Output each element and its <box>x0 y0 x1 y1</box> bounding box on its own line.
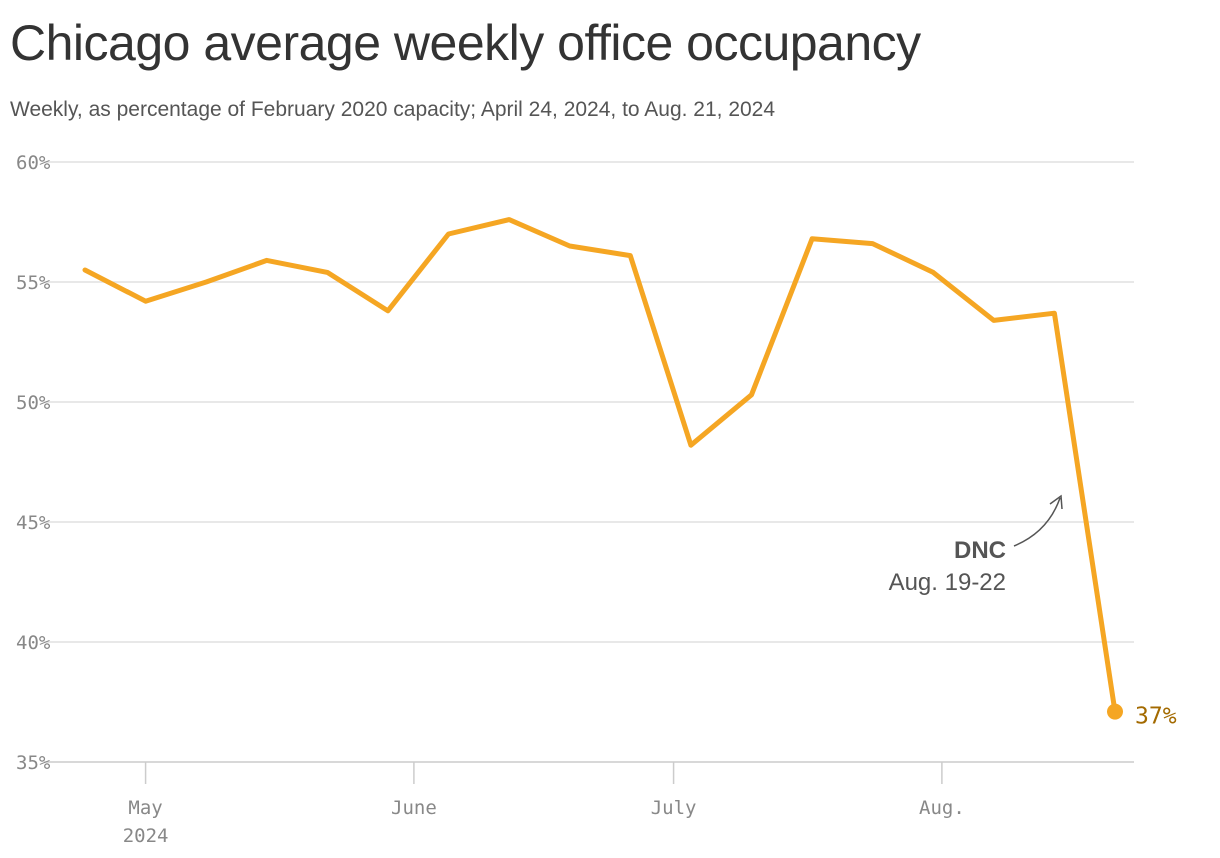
annotation-title: DNC <box>954 537 1006 564</box>
y-tick-label: 55% <box>16 272 51 294</box>
y-tick-label: 60% <box>16 152 51 174</box>
annotation-text: Aug. 19-22 <box>889 569 1006 596</box>
x-axis-ticks: May 2024 June July Aug. <box>123 762 965 847</box>
y-tick-label: 45% <box>16 512 51 534</box>
chart-title: Chicago average weekly office occupancy <box>10 15 921 71</box>
dnc-annotation: DNC Aug. 19-22 <box>889 494 1063 596</box>
y-tick-label: 40% <box>16 632 51 654</box>
x-tick-label: Aug. <box>919 797 965 819</box>
x-tick-label: July <box>651 797 697 819</box>
annotation-arrowhead <box>1049 494 1063 510</box>
gridlines <box>44 161 1134 763</box>
chart-subtitle: Weekly, as percentage of February 2020 c… <box>10 98 776 121</box>
end-point <box>1107 703 1123 720</box>
annotation-arrow <box>1013 497 1061 547</box>
y-tick-label: 50% <box>16 392 51 414</box>
end-value-label: 37% <box>1135 704 1177 730</box>
y-axis-ticks: 60% 55% 50% 45% 40% 35% <box>16 152 51 774</box>
series-line <box>82 217 1118 715</box>
y-tick-label: 35% <box>16 752 51 774</box>
x-tick-label: June <box>391 797 437 819</box>
x-tick-label: May <box>128 797 162 819</box>
x-tick-sublabel: 2024 <box>123 825 169 847</box>
